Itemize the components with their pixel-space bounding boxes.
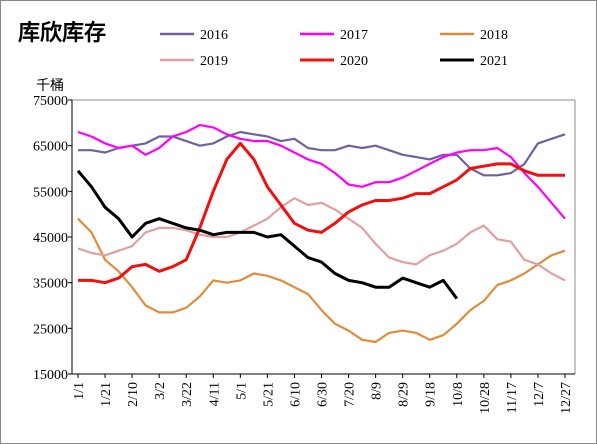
- x-tick-label: 10/8: [451, 382, 466, 407]
- x-tick-label: 6/30: [316, 382, 331, 407]
- legend-label: 2017: [340, 28, 368, 43]
- x-tick-label: 3/22: [180, 382, 195, 407]
- x-tick-label: 6/10: [288, 382, 303, 407]
- x-tick-label: 4/11: [207, 382, 222, 406]
- x-tick-label: 12/27: [559, 382, 574, 414]
- y-tick-label: 15000: [33, 368, 68, 383]
- y-tick-label: 55000: [33, 185, 68, 200]
- series-line: [77, 124, 566, 220]
- x-tick-label: 10/28: [478, 382, 493, 414]
- x-tick-label: 1/21: [99, 382, 114, 407]
- y-axis-label: 千桶: [36, 78, 64, 94]
- series-line: [77, 197, 566, 282]
- x-tick-label: 8/9: [370, 382, 385, 400]
- chart-title: 库欣库存: [18, 20, 106, 46]
- y-tick-label: 35000: [33, 277, 68, 292]
- x-tick-label: 2/10: [126, 382, 141, 407]
- y-tick-label: 25000: [33, 322, 68, 337]
- x-tick-label: 5/1: [234, 382, 249, 400]
- y-tick-label: 75000: [33, 94, 68, 109]
- x-tick-label: 1/1: [72, 382, 87, 400]
- series-line: [77, 217, 566, 344]
- legend-label: 2020: [340, 54, 368, 69]
- x-tick-label: 3/2: [153, 382, 168, 400]
- x-tick-label: 8/29: [397, 382, 412, 407]
- legend-label: 2016: [200, 28, 228, 43]
- y-tick-label: 45000: [33, 231, 68, 246]
- series-line: [76, 169, 459, 300]
- legend-label: 2018: [480, 28, 508, 43]
- x-tick-label: 12/7: [532, 382, 547, 407]
- x-tick-label: 7/20: [343, 382, 358, 407]
- series-line: [78, 130, 566, 177]
- x-tick-label: 11/17: [505, 382, 520, 413]
- legend-label: 2019: [200, 54, 228, 69]
- series-line: [78, 141, 565, 285]
- x-tick-label: 9/18: [424, 382, 439, 407]
- x-tick-label: 5/21: [261, 382, 276, 407]
- y-tick-label: 65000: [33, 140, 68, 155]
- legend-label: 2021: [480, 54, 508, 69]
